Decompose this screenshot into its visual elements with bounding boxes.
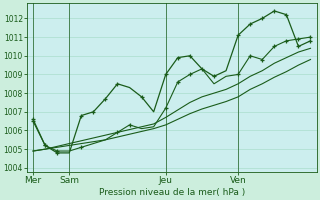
X-axis label: Pression niveau de la mer( hPa ): Pression niveau de la mer( hPa ) xyxy=(99,188,245,197)
